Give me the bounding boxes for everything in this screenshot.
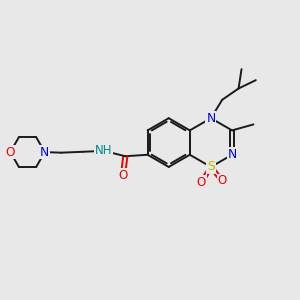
Text: N: N [40,146,50,159]
Text: O: O [197,176,206,189]
Text: H: H [100,146,108,156]
Text: O: O [118,169,128,182]
Text: S: S [207,160,215,173]
Text: O: O [5,146,15,159]
Text: N: N [206,112,216,125]
Text: NH: NH [95,144,113,158]
Text: N: N [227,148,237,161]
Text: O: O [218,174,227,188]
